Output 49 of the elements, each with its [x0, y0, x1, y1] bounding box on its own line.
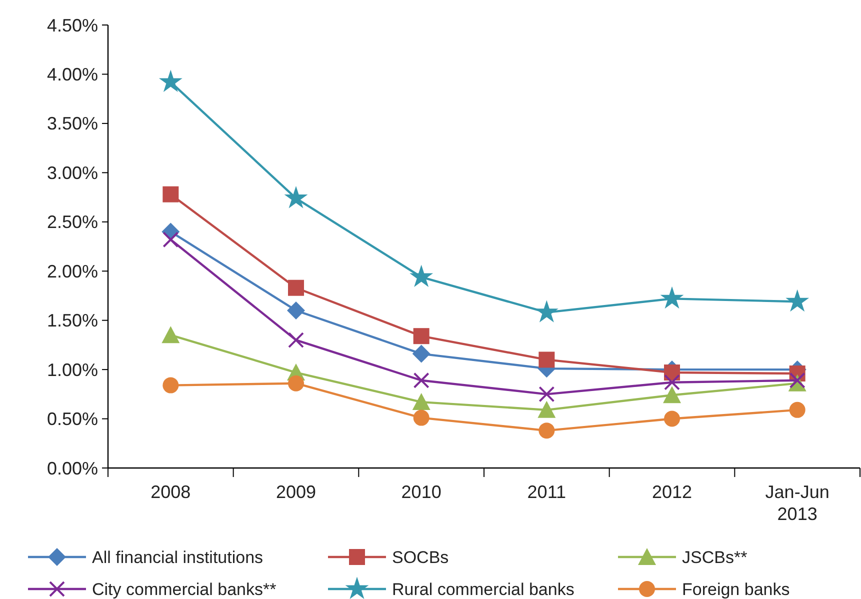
x-tick-label: Jan-Jun 2013	[765, 482, 830, 524]
y-tick-label: 4.50%	[46, 15, 98, 36]
y-tick-label: 2.00%	[46, 261, 98, 282]
point	[538, 422, 555, 439]
point	[789, 402, 806, 418]
y-tick-label: 3.50%	[46, 114, 98, 134]
point	[288, 375, 304, 392]
point	[786, 289, 810, 312]
legend-label: Rural commercial banks	[392, 580, 574, 599]
y-tick-label: 0.50%	[46, 409, 98, 430]
point	[663, 386, 681, 404]
point	[287, 301, 305, 320]
y-tick-label: 1.00%	[46, 360, 98, 380]
point	[538, 400, 556, 418]
point	[284, 186, 308, 208]
point	[413, 410, 430, 426]
point	[664, 374, 680, 390]
x-tick-label: 2008	[150, 482, 191, 502]
y-tick-label: 0.00%	[46, 458, 98, 478]
point	[789, 372, 806, 388]
legend-label: City commercial banks**	[92, 580, 277, 599]
point	[158, 70, 182, 92]
point	[288, 332, 304, 348]
legend-label: All financial institutions	[92, 548, 264, 567]
point	[413, 328, 430, 344]
point	[288, 280, 304, 296]
point	[538, 352, 555, 368]
point	[410, 264, 434, 287]
point	[413, 372, 430, 388]
point	[412, 344, 430, 363]
point	[664, 410, 680, 427]
y-tick-label: 3.00%	[46, 162, 98, 183]
legend-label: Foreign banks	[682, 580, 790, 599]
point	[162, 326, 180, 344]
legend-label: JSCBs**	[682, 548, 748, 567]
point	[162, 377, 179, 394]
x-tick-label: 2009	[276, 482, 316, 502]
point	[162, 232, 179, 248]
legend-label: SOCBs	[392, 548, 449, 567]
y-tick-label: 2.50%	[46, 212, 98, 232]
y-tick-label: 1.50%	[46, 310, 98, 331]
point	[660, 286, 684, 309]
x-tick-label: 2011	[527, 482, 566, 502]
x-tick-label: 2010	[401, 482, 442, 502]
x-tick-label: 2012	[652, 482, 692, 502]
point	[412, 393, 430, 410]
point	[538, 386, 555, 402]
point	[162, 186, 179, 202]
y-tick-label: 4.00%	[46, 64, 98, 85]
